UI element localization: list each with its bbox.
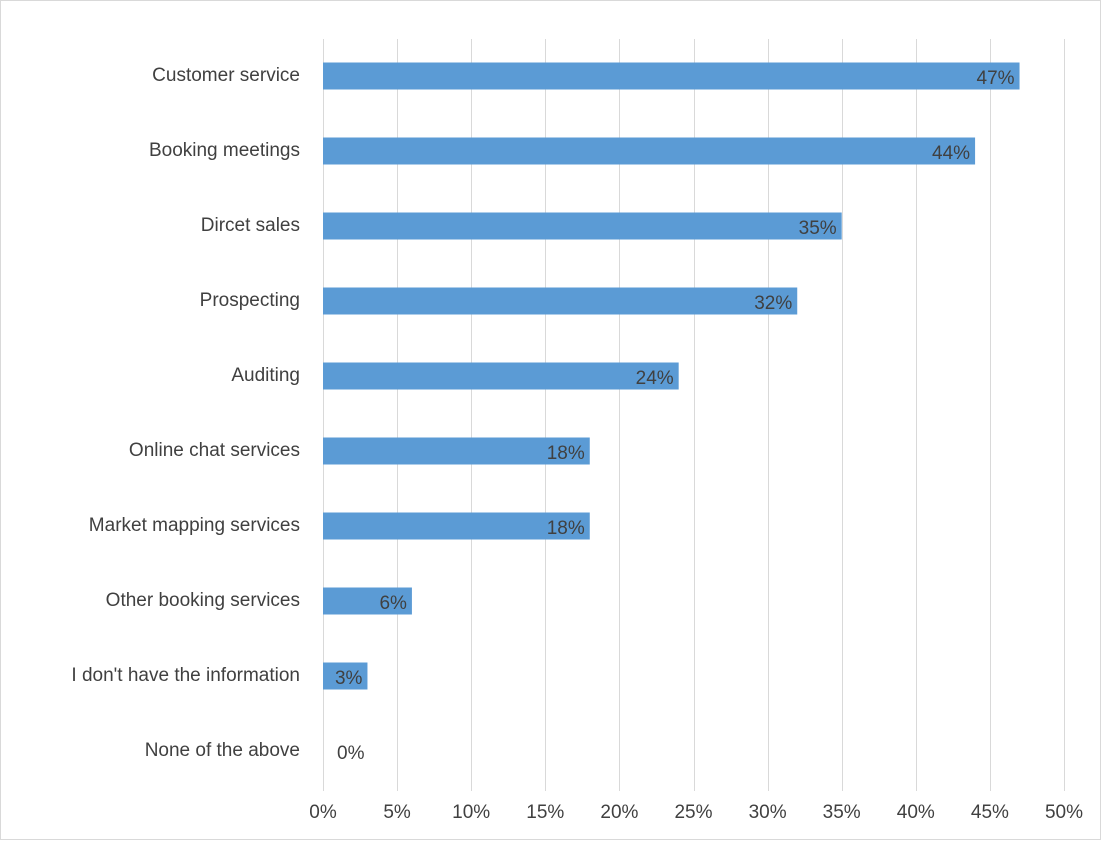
data-label: 18% — [547, 518, 585, 539]
data-label: 0% — [337, 743, 365, 764]
data-label: 47% — [977, 68, 1015, 89]
x-tick-labels: 0% 5% 10% 15% 20% 25% 30% 35% 40% 45% 50% — [309, 802, 1083, 823]
data-label: 6% — [379, 593, 407, 614]
x-tick-label: 10% — [452, 802, 490, 823]
x-tick-label: 0% — [309, 802, 337, 823]
category-label: Dircet sales — [201, 215, 300, 236]
bar — [323, 662, 368, 690]
bar — [323, 512, 590, 540]
bar — [323, 62, 1020, 90]
x-tick-label: 50% — [1045, 802, 1083, 823]
bar — [323, 212, 842, 240]
x-tick-label: 20% — [600, 802, 638, 823]
data-labels: 47% 44% 35% 32% 24% 18% 18% 6% 3% 0% — [335, 68, 1015, 764]
bar — [323, 437, 590, 465]
category-label: Online chat services — [129, 440, 300, 461]
category-labels: Customer service Booking meetings Dircet s… — [71, 65, 300, 761]
category-label: Prospecting — [200, 290, 300, 311]
category-label: Market mapping services — [89, 515, 300, 536]
x-tick-label: 15% — [526, 802, 564, 823]
bars — [323, 62, 1020, 690]
x-tick-label: 45% — [971, 802, 1009, 823]
category-label: I don't have the information — [71, 665, 300, 686]
data-label: 18% — [547, 443, 585, 464]
data-label: 44% — [932, 143, 970, 164]
bar — [323, 137, 976, 165]
x-tick-label: 5% — [383, 802, 411, 823]
x-tick-label: 30% — [749, 802, 787, 823]
category-label: None of the above — [145, 740, 300, 761]
bar — [323, 362, 679, 390]
x-tick-label: 35% — [823, 802, 861, 823]
category-label: Booking meetings — [149, 140, 300, 161]
bar — [323, 587, 412, 615]
data-label: 3% — [335, 668, 363, 689]
x-tick-label: 25% — [674, 802, 712, 823]
category-label: Customer service — [152, 65, 300, 86]
category-label: Auditing — [231, 365, 300, 386]
data-label: 35% — [799, 218, 837, 239]
category-label: Other booking services — [106, 590, 300, 611]
data-label: 24% — [636, 368, 674, 389]
data-label: 32% — [754, 293, 792, 314]
x-tick-label: 40% — [897, 802, 935, 823]
bar — [323, 287, 798, 315]
